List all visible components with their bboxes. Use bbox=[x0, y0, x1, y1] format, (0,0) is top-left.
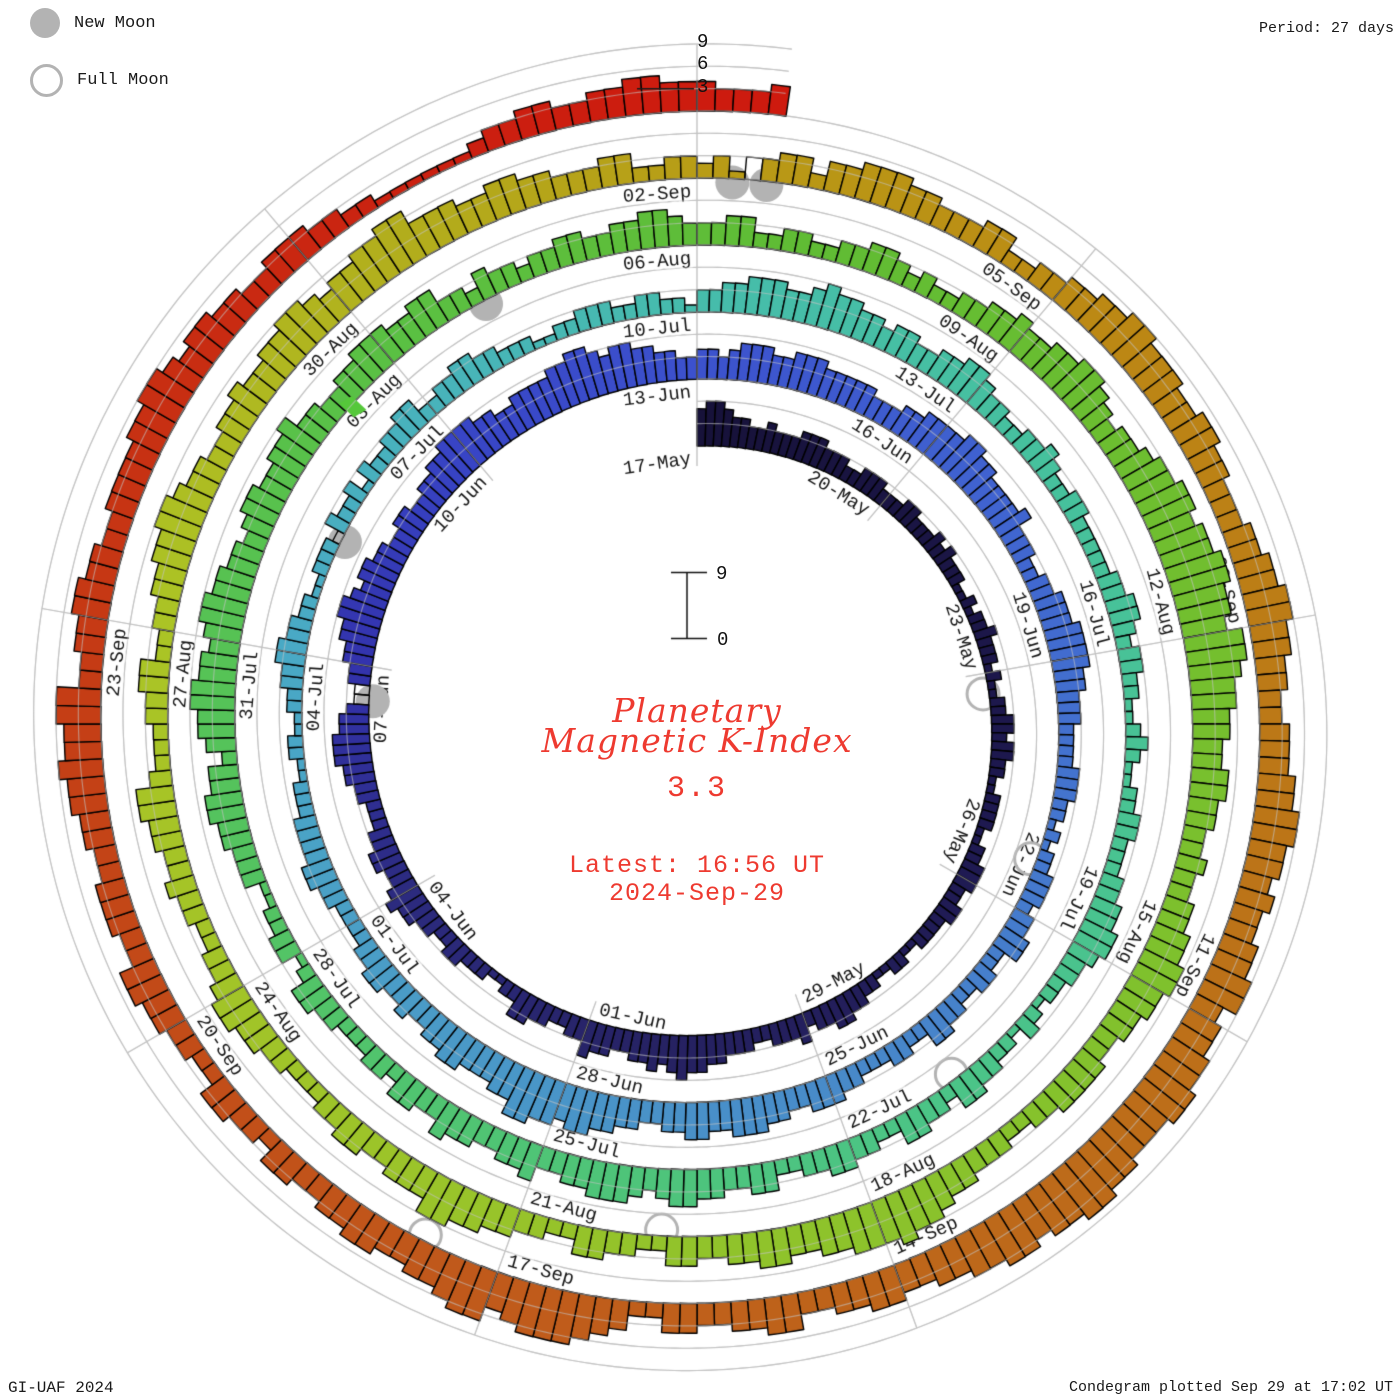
chart-title-line1: Planetary bbox=[612, 691, 782, 730]
credit-label: GI-UAF 2024 bbox=[8, 1379, 114, 1397]
chart-title-line2: Magnetic K-Index bbox=[541, 721, 853, 760]
center-text-block: Planetary Magnetic K-Index 3.3 Latest: 1… bbox=[397, 691, 997, 908]
new-moon-label: New Moon bbox=[74, 13, 156, 33]
full-moon-icon bbox=[30, 64, 63, 97]
radial-axis-tick-6: 6 bbox=[697, 53, 709, 75]
scalebar-top-label: 9 bbox=[716, 563, 728, 585]
legend-full-moon: Full Moon bbox=[30, 64, 169, 97]
scalebar-bottom-label: 0 bbox=[717, 629, 729, 651]
radial-axis-tick-9: 9 bbox=[697, 31, 709, 53]
latest-date-line: 2024-Sep-29 bbox=[608, 879, 786, 908]
full-moon-label: Full Moon bbox=[77, 71, 169, 90]
new-moon-icon bbox=[30, 8, 60, 38]
latest-timestamp: Latest: 16:56 UT 2024-Sep-29 bbox=[397, 852, 997, 908]
period-label: Period: 27 days bbox=[1258, 20, 1394, 37]
legend-new-moon: New Moon bbox=[30, 8, 156, 38]
latest-time-line: Latest: 16:56 UT bbox=[568, 851, 826, 880]
latest-k-value: 3.3 bbox=[666, 772, 727, 806]
radial-axis-tick-3: 3 bbox=[697, 76, 709, 98]
plotted-timestamp-label: Condegram plotted Sep 29 at 17:02 UT bbox=[1068, 1379, 1393, 1396]
